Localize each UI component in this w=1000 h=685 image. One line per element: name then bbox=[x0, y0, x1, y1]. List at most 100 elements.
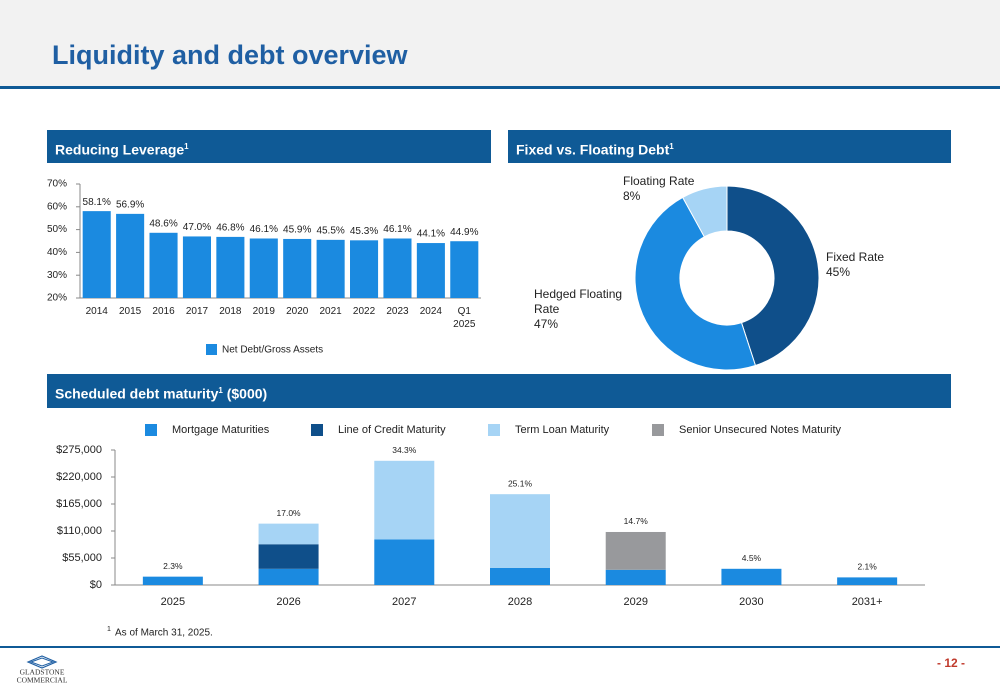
logo-text: COMMERCIAL bbox=[17, 676, 68, 685]
bar-segment bbox=[374, 460, 435, 540]
logo-text: GLADSTONE bbox=[20, 668, 65, 677]
donut-slice bbox=[634, 196, 757, 371]
page-number: - 12 - bbox=[937, 656, 965, 670]
legend-label: Term Loan Maturity bbox=[515, 424, 610, 436]
y-tick-label: $220,000 bbox=[56, 471, 102, 483]
y-tick-label: 60% bbox=[47, 201, 67, 212]
bar-segment bbox=[721, 568, 782, 585]
section-header-note: 1 bbox=[218, 386, 223, 395]
footnote-marker: 1 bbox=[107, 626, 111, 633]
data-label: 56.9% bbox=[116, 200, 144, 211]
legend-swatch bbox=[145, 424, 157, 436]
bar bbox=[182, 236, 211, 298]
data-label: 44.9% bbox=[450, 227, 478, 238]
y-tick-label: $110,000 bbox=[57, 525, 102, 537]
data-label: 45.5% bbox=[316, 226, 344, 237]
bar-segment bbox=[605, 569, 666, 585]
bar bbox=[82, 211, 111, 298]
section-header-suffix: ($000) bbox=[226, 385, 268, 402]
bar bbox=[316, 239, 345, 298]
footer-rule bbox=[0, 646, 1000, 648]
data-label: 58.1% bbox=[83, 197, 111, 208]
x-tick-label: 2029 bbox=[623, 596, 647, 608]
x-tick-label: 2022 bbox=[352, 306, 376, 317]
logo-icon bbox=[26, 655, 58, 669]
section-header: Reducing Leverage1 bbox=[47, 130, 491, 167]
slice-value: 45% bbox=[826, 265, 851, 279]
x-tick-label: 2017 bbox=[185, 306, 209, 317]
x-tick-label: 2030 bbox=[739, 596, 763, 608]
x-tick-label: 2028 bbox=[508, 596, 532, 608]
slice-label: Floating Rate 8% bbox=[623, 174, 713, 204]
slice-label: Fixed Rate 45% bbox=[826, 250, 906, 280]
bar-segment bbox=[490, 494, 550, 568]
section-header-title: Scheduled debt maturity bbox=[55, 385, 219, 402]
y-tick-label: 70% bbox=[47, 179, 67, 190]
bar-annotation: 25.1% bbox=[508, 478, 533, 488]
slide-title: Liquidity and debt overview bbox=[52, 40, 409, 70]
section-header-bg bbox=[508, 130, 951, 163]
y-tick-label: $0 bbox=[90, 579, 102, 591]
bar bbox=[216, 236, 245, 298]
bar bbox=[383, 238, 412, 298]
bar bbox=[249, 238, 278, 298]
data-label: 45.9% bbox=[283, 225, 311, 236]
bar-annotation: 4.5% bbox=[742, 553, 762, 563]
x-tick-label: 2018 bbox=[219, 306, 242, 317]
data-label: 45.3% bbox=[350, 226, 378, 237]
bar-annotation: 2.1% bbox=[857, 562, 877, 572]
bar bbox=[450, 241, 479, 298]
y-tick-label: 50% bbox=[47, 224, 67, 235]
data-label: 46.8% bbox=[216, 223, 244, 234]
legend-swatch bbox=[206, 344, 217, 355]
bar-annotation: 34.3% bbox=[392, 445, 417, 455]
x-tick-label: 2025 bbox=[161, 596, 185, 608]
y-tick-label: 20% bbox=[47, 293, 67, 304]
x-tick-label: Q1 2025 bbox=[453, 306, 476, 330]
data-label: 44.1% bbox=[417, 229, 445, 240]
bar-segment bbox=[258, 568, 319, 585]
section-header-bg bbox=[47, 130, 491, 163]
bar-annotation: 17.0% bbox=[277, 508, 302, 518]
x-tick-label: 2031+ bbox=[852, 596, 883, 608]
bar-annotation: 2.3% bbox=[163, 561, 183, 571]
y-tick-label: $275,000 bbox=[56, 444, 102, 456]
donut-slice bbox=[726, 185, 820, 367]
y-tick-label: $55,000 bbox=[62, 552, 102, 564]
section-header-note: 1 bbox=[184, 142, 189, 151]
bar-segment bbox=[258, 544, 319, 569]
slice-value: 8% bbox=[623, 189, 641, 203]
x-tick-label: 2016 bbox=[152, 306, 175, 317]
legend-label: Line of Credit Maturity bbox=[338, 424, 446, 436]
title-band bbox=[0, 0, 1000, 86]
legend-swatch bbox=[652, 424, 664, 436]
bar-segment bbox=[837, 577, 898, 585]
data-label: 48.6% bbox=[149, 218, 177, 229]
section-header-bg bbox=[47, 374, 951, 408]
x-tick-label: 2024 bbox=[419, 306, 442, 317]
bar-segment bbox=[490, 567, 550, 585]
legend-label: Senior Unsecured Notes Maturity bbox=[679, 424, 842, 436]
bar-annotation: 14.7% bbox=[624, 516, 649, 526]
x-tick-label: 2026 bbox=[276, 596, 300, 608]
section-header-title: Fixed vs. Floating Debt bbox=[516, 141, 670, 158]
x-tick-label: 2023 bbox=[386, 306, 409, 317]
x-tick-label: 2019 bbox=[252, 306, 275, 317]
section-header: Fixed vs. Floating Debt1 bbox=[508, 130, 951, 167]
x-tick-label: 2021 bbox=[319, 306, 342, 317]
section-header-note: 1 bbox=[669, 142, 674, 151]
title-rule bbox=[0, 86, 1000, 89]
data-label: 47.0% bbox=[183, 222, 211, 233]
data-label: 46.1% bbox=[383, 224, 411, 235]
bar bbox=[149, 232, 178, 298]
bar bbox=[116, 213, 145, 298]
bar bbox=[283, 238, 312, 298]
bar bbox=[416, 243, 445, 298]
x-tick-label: 2015 bbox=[119, 306, 142, 317]
bar bbox=[350, 240, 379, 298]
bar-segment bbox=[258, 523, 319, 545]
x-tick-label: 2027 bbox=[392, 596, 416, 608]
bar-segment bbox=[142, 576, 203, 585]
